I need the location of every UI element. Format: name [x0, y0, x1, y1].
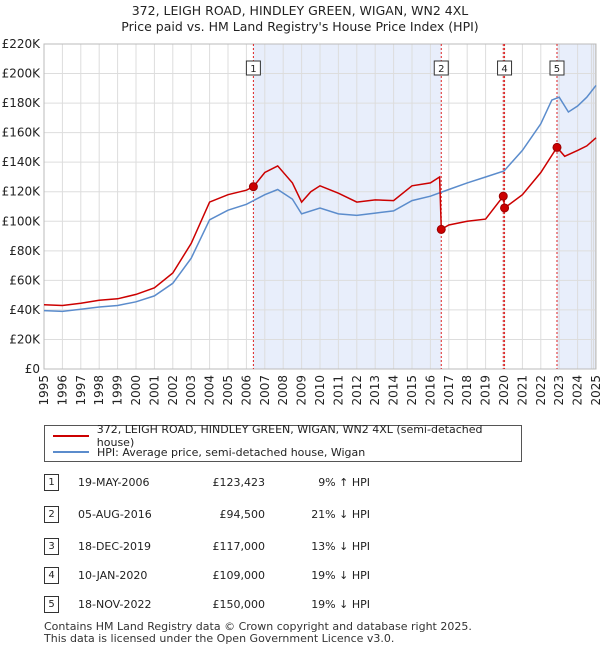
legend-label-hpi: HPI: Average price, semi-detached house,…: [97, 445, 366, 459]
transaction-price: £109,000: [212, 569, 266, 582]
chart-subtitle: Price paid vs. HM Land Registry's House …: [121, 19, 479, 34]
y-tick-label: £220K: [2, 37, 42, 51]
y-tick-label: £80K: [9, 244, 41, 258]
table-row: 1 19-MAY-2006 £123,423 9% ↑ HPI: [0, 474, 600, 494]
y-tick-label: £160K: [2, 126, 42, 140]
transaction-number: 3: [44, 538, 59, 555]
x-tick-label: 2011: [331, 375, 345, 406]
y-tick-label: £140K: [2, 155, 42, 169]
y-tick-label: £120K: [2, 185, 42, 199]
y-tick-label: £180K: [2, 96, 42, 110]
x-tick-label: 2020: [497, 375, 511, 406]
transaction-number: 4: [44, 567, 59, 584]
x-tick-label: 1997: [74, 375, 88, 406]
chart-marker-box: [245, 60, 261, 76]
x-tick-label: 2001: [147, 375, 161, 406]
transaction-number: 1: [44, 474, 59, 491]
x-tick-label: 2008: [276, 375, 290, 406]
transaction-date: 18-NOV-2022: [78, 598, 152, 611]
chart-marker-label: 4: [501, 64, 507, 75]
sale-point: [248, 182, 258, 192]
footer-copyright: Contains HM Land Registry data © Crown c…: [44, 620, 472, 633]
x-tick-label: 2017: [442, 375, 456, 406]
chart-marker-label: 1: [250, 64, 256, 75]
legend-swatch-property: [53, 435, 89, 437]
x-tick-label: 2005: [221, 375, 235, 406]
chart-marker-box: [433, 60, 449, 76]
transaction-hpi: 19% ↓ HPI: [311, 598, 370, 611]
x-tick-label: 2012: [350, 375, 364, 406]
y-tick-label: £20K: [9, 332, 41, 346]
chart-title: 372, LEIGH ROAD, HINDLEY GREEN, WIGAN, W…: [131, 3, 469, 18]
x-tick-label: 2013: [368, 375, 382, 406]
x-tick-label: 2014: [387, 375, 401, 406]
x-tick-label: 2009: [295, 375, 309, 406]
sale-point: [436, 224, 446, 234]
sale-point: [552, 142, 562, 152]
plot-border: [43, 43, 597, 370]
y-tick-label: £0: [25, 362, 40, 376]
shaded-range: [556, 44, 596, 369]
x-tick-label: 2002: [166, 375, 180, 406]
sale-point: [498, 191, 508, 201]
y-tick-label: £60K: [9, 273, 41, 287]
x-tick-label: 2007: [258, 375, 272, 406]
sale-point: [500, 203, 510, 213]
x-tick-label: 2023: [552, 375, 566, 406]
table-row: 5 18-NOV-2022 £150,000 19% ↓ HPI: [0, 596, 600, 616]
x-tick-label: 2025: [589, 375, 600, 406]
price-chart: £0 £20K £40K £60K £80K £100K £120K £140K £160K £1…: [2, 37, 600, 406]
transaction-hpi: 13% ↓ HPI: [311, 540, 370, 553]
chart-marker-label: 5: [554, 64, 560, 75]
table-row: 2 05-AUG-2016 £94,500 21% ↓ HPI: [0, 506, 600, 526]
x-tick-label: 1995: [37, 375, 51, 406]
transaction-number: 2: [44, 506, 59, 523]
x-tick-label: 2015: [405, 375, 419, 406]
transaction-price: £117,000: [212, 540, 266, 553]
transaction-price: £123,423: [212, 476, 266, 489]
transaction-hpi: 19% ↓ HPI: [311, 569, 370, 582]
chart-marker-label: 2: [438, 64, 444, 75]
y-tick-label: £100K: [2, 214, 42, 228]
chart-marker-box: [497, 60, 513, 76]
legend-swatch-hpi: [53, 451, 89, 453]
x-tick-label: 2003: [184, 375, 198, 406]
transaction-hpi: 9% ↑ HPI: [318, 476, 370, 489]
shaded-range: [253, 44, 442, 369]
x-tick-label: 2018: [460, 375, 474, 406]
transaction-date: 05-AUG-2016: [78, 508, 152, 521]
transaction-date: 19-MAY-2006: [78, 476, 150, 489]
hpi-line: [43, 84, 597, 313]
transaction-price: £150,000: [212, 598, 266, 611]
legend-label-property: 372, LEIGH ROAD, HINDLEY GREEN, WIGAN, W…: [96, 423, 483, 449]
legend: 372, LEIGH ROAD, HINDLEY GREEN, WIGAN, W…: [44, 423, 522, 462]
x-tick-label: 2010: [313, 375, 327, 406]
x-tick-label: 2024: [571, 375, 585, 406]
y-tick-label: £200K: [2, 67, 42, 81]
footer-licence: This data is licensed under the Open Gov…: [44, 632, 395, 645]
x-tick-label: 2022: [534, 375, 548, 406]
y-tick-label: £40K: [9, 303, 41, 317]
transaction-number: 5: [44, 596, 59, 613]
x-tick-label: 1999: [111, 375, 125, 406]
chart-marker-box: [549, 60, 565, 76]
transaction-date: 10-JAN-2020: [78, 569, 148, 582]
x-tick-label: 2006: [239, 375, 253, 406]
table-row: 4 10-JAN-2020 £109,000 19% ↓ HPI: [0, 567, 600, 587]
x-tick-label: 2021: [515, 375, 529, 406]
x-tick-label: 2016: [423, 375, 437, 406]
x-tick-label: 2004: [203, 375, 217, 406]
transaction-hpi: 21% ↓ HPI: [311, 508, 370, 521]
x-tick-label: 1998: [92, 375, 106, 406]
transaction-price: £94,500: [219, 508, 266, 521]
legend-item-property: 372, LEIGH ROAD, HINDLEY GREEN, WIGAN, W…: [53, 423, 521, 449]
property-price-line: [43, 137, 597, 307]
transaction-date: 18-DEC-2019: [78, 540, 152, 553]
x-tick-label: 2019: [479, 375, 493, 406]
x-tick-label: 1996: [55, 375, 69, 406]
table-row: 3 18-DEC-2019 £117,000 13% ↓ HPI: [0, 538, 600, 558]
legend-item-hpi: HPI: Average price, semi-detached house,…: [53, 445, 365, 459]
x-tick-label: 2000: [129, 375, 143, 406]
